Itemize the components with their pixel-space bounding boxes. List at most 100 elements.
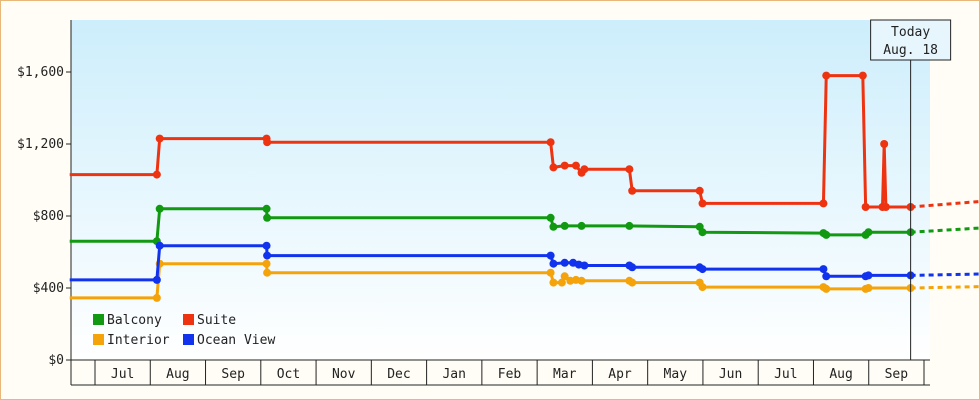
legend: Balcony Suite Interior Ocean View	[93, 313, 275, 348]
series-point	[864, 271, 873, 280]
y-tick-label: $1,600	[17, 65, 64, 80]
series-point	[819, 265, 828, 274]
series-point	[571, 161, 580, 170]
series-point	[263, 268, 272, 277]
series-point	[698, 283, 707, 292]
series-point	[560, 258, 569, 267]
series-point	[819, 199, 828, 208]
legend-item: Ocean View	[183, 333, 275, 348]
x-tick-label: Jan	[442, 367, 465, 382]
series-projection	[910, 226, 980, 234]
series-point	[549, 163, 558, 172]
legend-swatch	[93, 334, 104, 345]
legend-swatch	[183, 334, 194, 345]
series-point	[155, 241, 164, 250]
today-label: Today	[891, 25, 930, 40]
series-point	[155, 204, 164, 213]
series-point	[822, 272, 831, 281]
series-point	[577, 221, 586, 230]
series-point	[822, 230, 831, 239]
x-tick-label: Jul	[111, 367, 134, 382]
series-point	[580, 261, 589, 270]
series-point	[549, 259, 558, 268]
y-tick-label: $800	[33, 209, 64, 224]
legend-label: Ocean View	[197, 333, 275, 348]
series-point	[861, 203, 870, 211]
x-tick-label: Nov	[332, 367, 356, 382]
series-point	[577, 276, 586, 285]
legend-label: Suite	[197, 313, 236, 328]
legend-label: Interior	[107, 333, 170, 348]
series-point	[880, 140, 889, 148]
series-point	[152, 170, 161, 179]
y-axis: $0 $400 $800 $1,200 $1,600	[17, 20, 72, 385]
series-balcony	[69, 204, 980, 246]
series-point	[263, 251, 272, 260]
plot-area	[71, 20, 930, 360]
series-point	[858, 71, 867, 80]
x-axis: Jul Aug Sep Oct Nov Dec Jan Feb Mar Apr May Jun Jul A…	[71, 359, 930, 386]
series-point	[698, 199, 707, 208]
y-tick-label: $1,200	[17, 137, 64, 152]
series-point	[625, 221, 634, 230]
series-point	[580, 165, 589, 174]
series-point	[628, 263, 637, 272]
series-ocean-view	[69, 241, 980, 284]
today-box	[870, 19, 952, 61]
series-point	[695, 186, 704, 195]
series-projection	[910, 199, 980, 209]
series-point	[864, 228, 873, 237]
series-point	[864, 284, 873, 292]
series-point	[881, 203, 890, 211]
x-tick-label: Apr	[608, 367, 632, 382]
legend-swatch	[183, 314, 194, 325]
x-tick-label: Sep	[221, 367, 245, 382]
legend-item: Balcony	[93, 313, 162, 328]
x-tick-label: Aug	[829, 367, 852, 382]
y-tick-label: $0	[48, 353, 64, 368]
series-interior	[69, 259, 980, 302]
series-projection	[910, 285, 980, 290]
x-tick-label: Jul	[774, 367, 797, 382]
series-point	[560, 161, 569, 170]
x-tick-label: Aug	[166, 367, 189, 382]
series-point	[262, 204, 271, 213]
legend-item: Suite	[183, 313, 236, 328]
today-date: Aug. 18	[883, 43, 938, 58]
y-tick-label: $400	[33, 281, 64, 296]
series-point	[628, 186, 637, 195]
today-marker: Today Aug. 18	[870, 19, 952, 360]
series-lines	[69, 71, 980, 302]
legend-item: Interior	[93, 333, 170, 348]
series-point	[560, 221, 569, 230]
series-point	[698, 228, 707, 237]
x-tick-label: Oct	[277, 367, 300, 382]
legend-label: Balcony	[107, 313, 162, 328]
series-point	[152, 275, 161, 284]
series-point	[546, 138, 555, 147]
x-tick-label: Feb	[498, 367, 522, 382]
series-point	[546, 251, 555, 260]
series-point	[152, 293, 161, 302]
series-point	[263, 213, 272, 222]
x-tick-label: Sep	[885, 367, 909, 382]
series-point	[262, 259, 271, 268]
series-point	[625, 165, 634, 174]
x-tick-label: Jun	[719, 367, 742, 382]
series-point	[546, 268, 555, 277]
series-point	[549, 222, 558, 231]
x-tick-label: Mar	[553, 367, 577, 382]
series-point	[628, 278, 637, 287]
series-suite	[69, 71, 980, 211]
series-point	[155, 134, 164, 143]
series-point	[262, 241, 271, 250]
x-tick-label: Dec	[387, 367, 410, 382]
series-point	[822, 284, 831, 293]
legend-swatch	[93, 314, 104, 325]
series-point	[560, 272, 569, 281]
series-point	[263, 138, 272, 147]
x-tick-label: May	[664, 367, 688, 382]
series-point	[546, 213, 555, 222]
series-projection	[910, 272, 980, 277]
